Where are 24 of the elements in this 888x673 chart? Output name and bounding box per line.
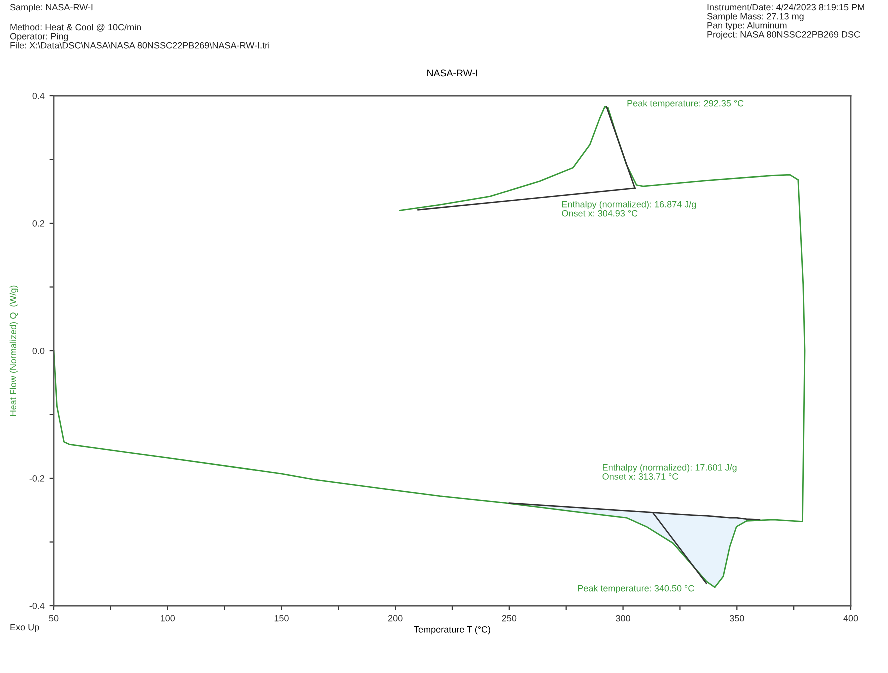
text: Sample: NASA-RW-I bbox=[10, 4, 93, 12]
annotation: Peak temperature: 292.35 °C bbox=[628, 100, 744, 108]
text: Instrument/Date: 4/24/2023 8:19:15 PM Sample Mass: 27.13 mg Pan type: Aluminum Project: NASA 80NSSC22PB269 DSC bbox=[707, 4, 864, 40]
y-tick-label: 0.0 bbox=[32, 348, 45, 354]
x-tick-label: 50 bbox=[49, 615, 59, 622]
chart-title: NASA-RW-I bbox=[428, 70, 478, 77]
x-tick-label: 400 bbox=[844, 615, 858, 622]
x-tick-label: 100 bbox=[161, 615, 176, 622]
annotation: Enthalpy (normalized): 16.874 J/g Onset x: 304.93 °C bbox=[562, 201, 696, 217]
x-tick-label: 200 bbox=[388, 615, 403, 622]
y-axis-title: Heat Flow (Normalized) Q (W/g) bbox=[10, 286, 18, 416]
x-tick-label: 350 bbox=[730, 615, 744, 622]
y-tick-label: -0.2 bbox=[30, 475, 45, 482]
text: Method: Heat & Cool @ 10C/min Operator: Ping File: X:\Data\DSC\NASA\NASA 80NSSC22PB269\NASA-RW-I.tri bbox=[10, 24, 270, 49]
annotation: Enthalpy (normalized): 17.601 J/g Onset x: 313.71 °C bbox=[602, 464, 737, 480]
x-tick-label: 250 bbox=[502, 615, 517, 622]
x-axis-title: Temperature T (°C) bbox=[414, 626, 490, 635]
y-tick-label: 0.4 bbox=[32, 92, 45, 100]
x-tick-label: 150 bbox=[274, 615, 289, 622]
annotation: Peak temperature: 340.50 °C bbox=[578, 585, 694, 594]
y-tick-label: 0.2 bbox=[32, 220, 45, 227]
y-tick-label: -0.4 bbox=[30, 602, 45, 610]
text: Exo Up bbox=[10, 624, 40, 632]
x-tick-label: 300 bbox=[616, 615, 630, 622]
